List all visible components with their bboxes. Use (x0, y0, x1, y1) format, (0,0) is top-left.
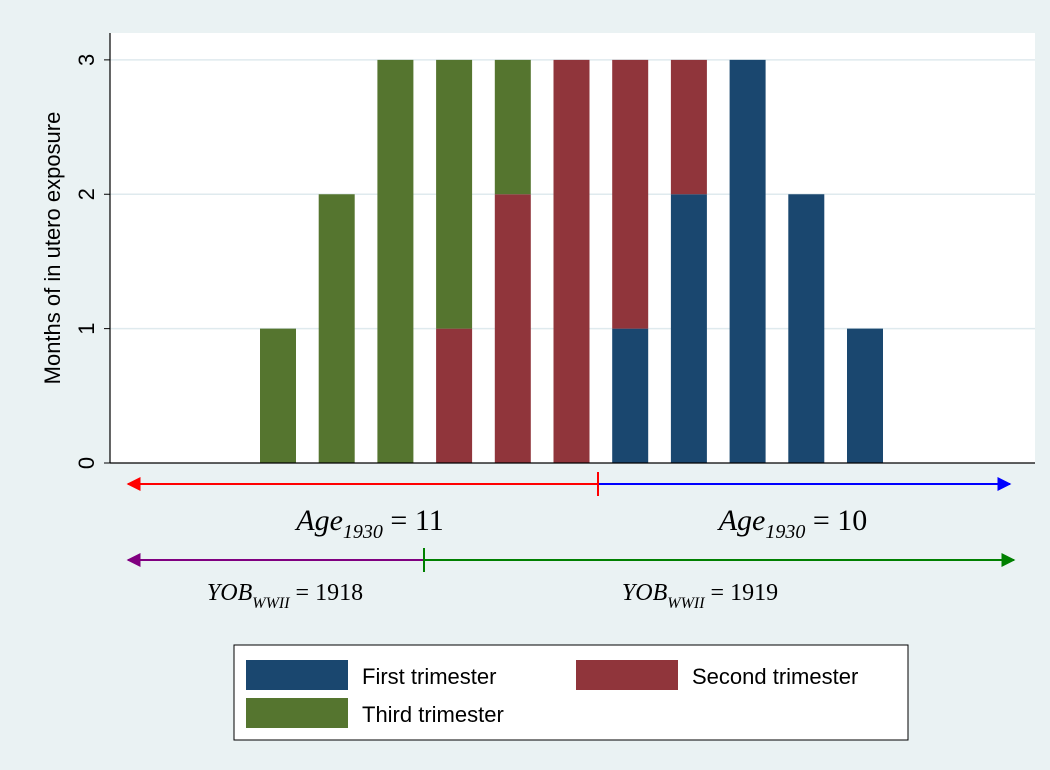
bar-segment (436, 59, 473, 329)
legend-label: First trimester (362, 664, 496, 689)
legend-label: Third trimester (362, 702, 504, 727)
annotation: Age1930 = 10 (717, 504, 868, 543)
bar-segment (377, 59, 414, 463)
bar-segment (612, 59, 649, 329)
y-tick-label: 2 (74, 188, 99, 200)
bar-segment (318, 194, 355, 463)
annotation-part: YOB (207, 580, 253, 606)
annotation: YOBWWII = 1918 (207, 580, 363, 612)
legend-label: Second trimester (692, 664, 858, 689)
annotation-part: YOB (622, 580, 668, 606)
annotation: Age1930 = 11 (294, 504, 443, 543)
annotation-part: = 11 (383, 504, 444, 537)
bar-segment (847, 328, 883, 463)
y-tick-label: 3 (74, 54, 99, 66)
bar-segment (494, 59, 531, 195)
y-axis-label: Months of in utero exposure (40, 112, 65, 385)
bar-segment (670, 59, 707, 195)
y-tick-label: 0 (74, 457, 99, 469)
annotation: YOBWWII = 1919 (622, 580, 778, 612)
annotation-part: = 10 (805, 504, 867, 537)
annotation-part: 1930 (343, 521, 383, 543)
legend-swatch (576, 660, 678, 690)
bar-segment (612, 328, 649, 463)
bar-segment (670, 194, 707, 463)
bar-segment (729, 59, 766, 463)
annotation-part: = 1918 (290, 580, 364, 606)
annotation-part: WWII (667, 595, 705, 612)
annotation-part: Age (294, 504, 343, 537)
legend-swatch (246, 660, 348, 690)
annotation-part: Age (717, 504, 766, 537)
bar-segment (494, 194, 531, 463)
y-tick-label: 1 (74, 323, 99, 335)
annotation-part: WWII (252, 595, 290, 612)
annotation-part: = 1919 (705, 580, 779, 606)
bar-segment (260, 328, 296, 463)
bar-segment (788, 194, 825, 463)
annotation-part: 1930 (765, 521, 805, 543)
bar-segment (436, 328, 473, 463)
bar-segment (553, 59, 590, 463)
legend-swatch (246, 698, 348, 728)
